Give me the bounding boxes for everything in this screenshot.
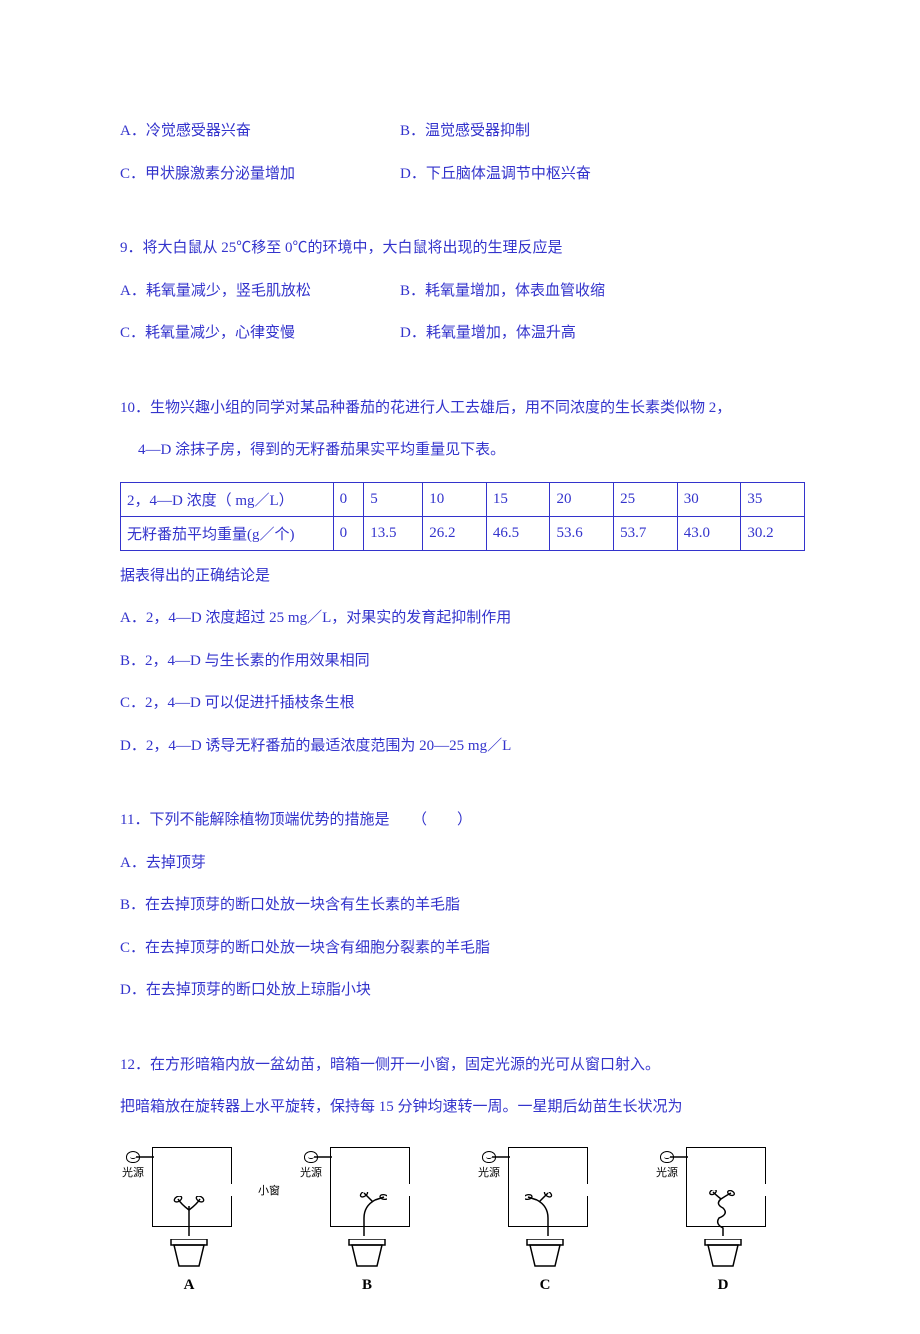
cell: 13.5 bbox=[364, 516, 423, 550]
q11-stem: 11．下列不能解除植物顶端优势的措施是 （ ） bbox=[120, 809, 810, 832]
pot-icon bbox=[167, 1239, 211, 1267]
plant-icon bbox=[172, 1196, 206, 1241]
q8-row1: A．冷觉感受器兴奋 B．温觉感受器抑制 bbox=[120, 120, 810, 143]
plant-icon bbox=[705, 1190, 741, 1241]
cell: 53.7 bbox=[614, 516, 678, 550]
cell: 2，4—D 浓度（ mg／L） bbox=[121, 482, 334, 516]
q8-opt-a: A．冷觉感受器兴奋 bbox=[120, 120, 400, 143]
q11-opt-d: D．在去掉顶芽的断口处放上琼脂小块 bbox=[120, 979, 810, 1002]
cell: 15 bbox=[486, 482, 550, 516]
q9-row1: A．耗氧量减少，竖毛肌放松 B．耗氧量增加，体表血管收缩 bbox=[120, 280, 810, 303]
light-label: 光源 bbox=[122, 1164, 144, 1180]
q9-opt-b: B．耗氧量增加，体表血管收缩 bbox=[400, 280, 605, 303]
q8-opt-d: D．下丘脑体温调节中枢兴奋 bbox=[400, 163, 591, 186]
cell: 30.2 bbox=[741, 516, 805, 550]
q9-stem: 9．将大白鼠从 25℃移至 0℃的环境中，大白鼠将出现的生理反应是 bbox=[120, 237, 810, 260]
diagram-a: 光源 小窗 A bbox=[124, 1147, 254, 1294]
q11-opt-c: C．在去掉顶芽的断口处放一块含有细胞分裂素的羊毛脂 bbox=[120, 937, 810, 960]
cell: 无籽番茄平均重量(g／个) bbox=[121, 516, 334, 550]
q9-row2: C．耗氧量减少，心律变慢 D．耗氧量增加，体温升高 bbox=[120, 322, 810, 345]
light-label: 光源 bbox=[478, 1164, 500, 1180]
q10-stem2: 4—D 涂抹子房，得到的无籽番茄果实平均重量见下表。 bbox=[120, 439, 810, 462]
q10-opt-c: C．2，4—D 可以促进扦插枝条生根 bbox=[120, 692, 810, 715]
diagram-caption: D bbox=[658, 1277, 788, 1294]
q9-opt-d: D．耗氧量增加，体温升高 bbox=[400, 322, 576, 345]
cell: 43.0 bbox=[677, 516, 741, 550]
q12-stem2: 把暗箱放在旋转器上水平旋转，保持每 15 分钟均速转一周。一星期后幼苗生长状况为 bbox=[120, 1096, 810, 1119]
plant-icon bbox=[525, 1192, 565, 1241]
q11-opt-a: A．去掉顶芽 bbox=[120, 852, 810, 875]
q8-opt-b: B．温觉感受器抑制 bbox=[400, 120, 530, 143]
pot-icon bbox=[345, 1239, 389, 1267]
cell: 0 bbox=[333, 516, 364, 550]
q10-opt-d: D．2，4—D 诱导无籽番茄的最适浓度范围为 20—25 mg／L bbox=[120, 735, 810, 758]
q10-opt-b: B．2，4—D 与生长素的作用效果相同 bbox=[120, 650, 810, 673]
cell: 30 bbox=[677, 482, 741, 516]
q10-stem1: 10．生物兴趣小组的同学对某品种番茄的花进行人工去雄后，用不同浓度的生长素类似物… bbox=[120, 397, 810, 420]
q10-opt-a: A．2，4—D 浓度超过 25 mg／L，对果实的发育起抑制作用 bbox=[120, 607, 810, 630]
pot-icon bbox=[701, 1239, 745, 1267]
table-row: 2，4—D 浓度（ mg／L） 0 5 10 15 20 25 30 35 bbox=[121, 482, 805, 516]
q12-stem1: 12．在方形暗箱内放一盆幼苗，暗箱一侧开一小窗，固定光源的光可从窗口射入。 bbox=[120, 1054, 810, 1077]
q12-diagrams: 光源 小窗 A bbox=[120, 1147, 810, 1294]
cell: 5 bbox=[364, 482, 423, 516]
plant-icon bbox=[347, 1192, 387, 1241]
diagram-caption: C bbox=[480, 1277, 610, 1294]
cell: 26.2 bbox=[423, 516, 487, 550]
q10-table: 2，4—D 浓度（ mg／L） 0 5 10 15 20 25 30 35 无籽… bbox=[120, 482, 805, 551]
diagram-d: 光源 D bbox=[658, 1147, 788, 1294]
diagram-caption: B bbox=[302, 1277, 432, 1294]
diagram-c: 光源 C bbox=[480, 1147, 610, 1294]
light-label: 光源 bbox=[300, 1164, 322, 1180]
window-label: 小窗 bbox=[258, 1182, 280, 1198]
light-label: 光源 bbox=[656, 1164, 678, 1180]
table-row: 无籽番茄平均重量(g／个) 0 13.5 26.2 46.5 53.6 53.7… bbox=[121, 516, 805, 550]
q11-opt-b: B．在去掉顶芽的断口处放一块含有生长素的羊毛脂 bbox=[120, 894, 810, 917]
cell: 10 bbox=[423, 482, 487, 516]
pot-icon bbox=[523, 1239, 567, 1267]
q10-post: 据表得出的正确结论是 bbox=[120, 565, 810, 588]
q9-opt-c: C．耗氧量减少，心律变慢 bbox=[120, 322, 400, 345]
q8-opt-c: C．甲状腺激素分泌量增加 bbox=[120, 163, 400, 186]
diagram-b: 光源 B bbox=[302, 1147, 432, 1294]
cell: 20 bbox=[550, 482, 614, 516]
diagram-caption: A bbox=[124, 1277, 254, 1294]
cell: 25 bbox=[614, 482, 678, 516]
cell: 35 bbox=[741, 482, 805, 516]
cell: 53.6 bbox=[550, 516, 614, 550]
cell: 0 bbox=[333, 482, 364, 516]
q8-row2: C．甲状腺激素分泌量增加 D．下丘脑体温调节中枢兴奋 bbox=[120, 163, 810, 186]
q9-opt-a: A．耗氧量减少，竖毛肌放松 bbox=[120, 280, 400, 303]
cell: 46.5 bbox=[486, 516, 550, 550]
